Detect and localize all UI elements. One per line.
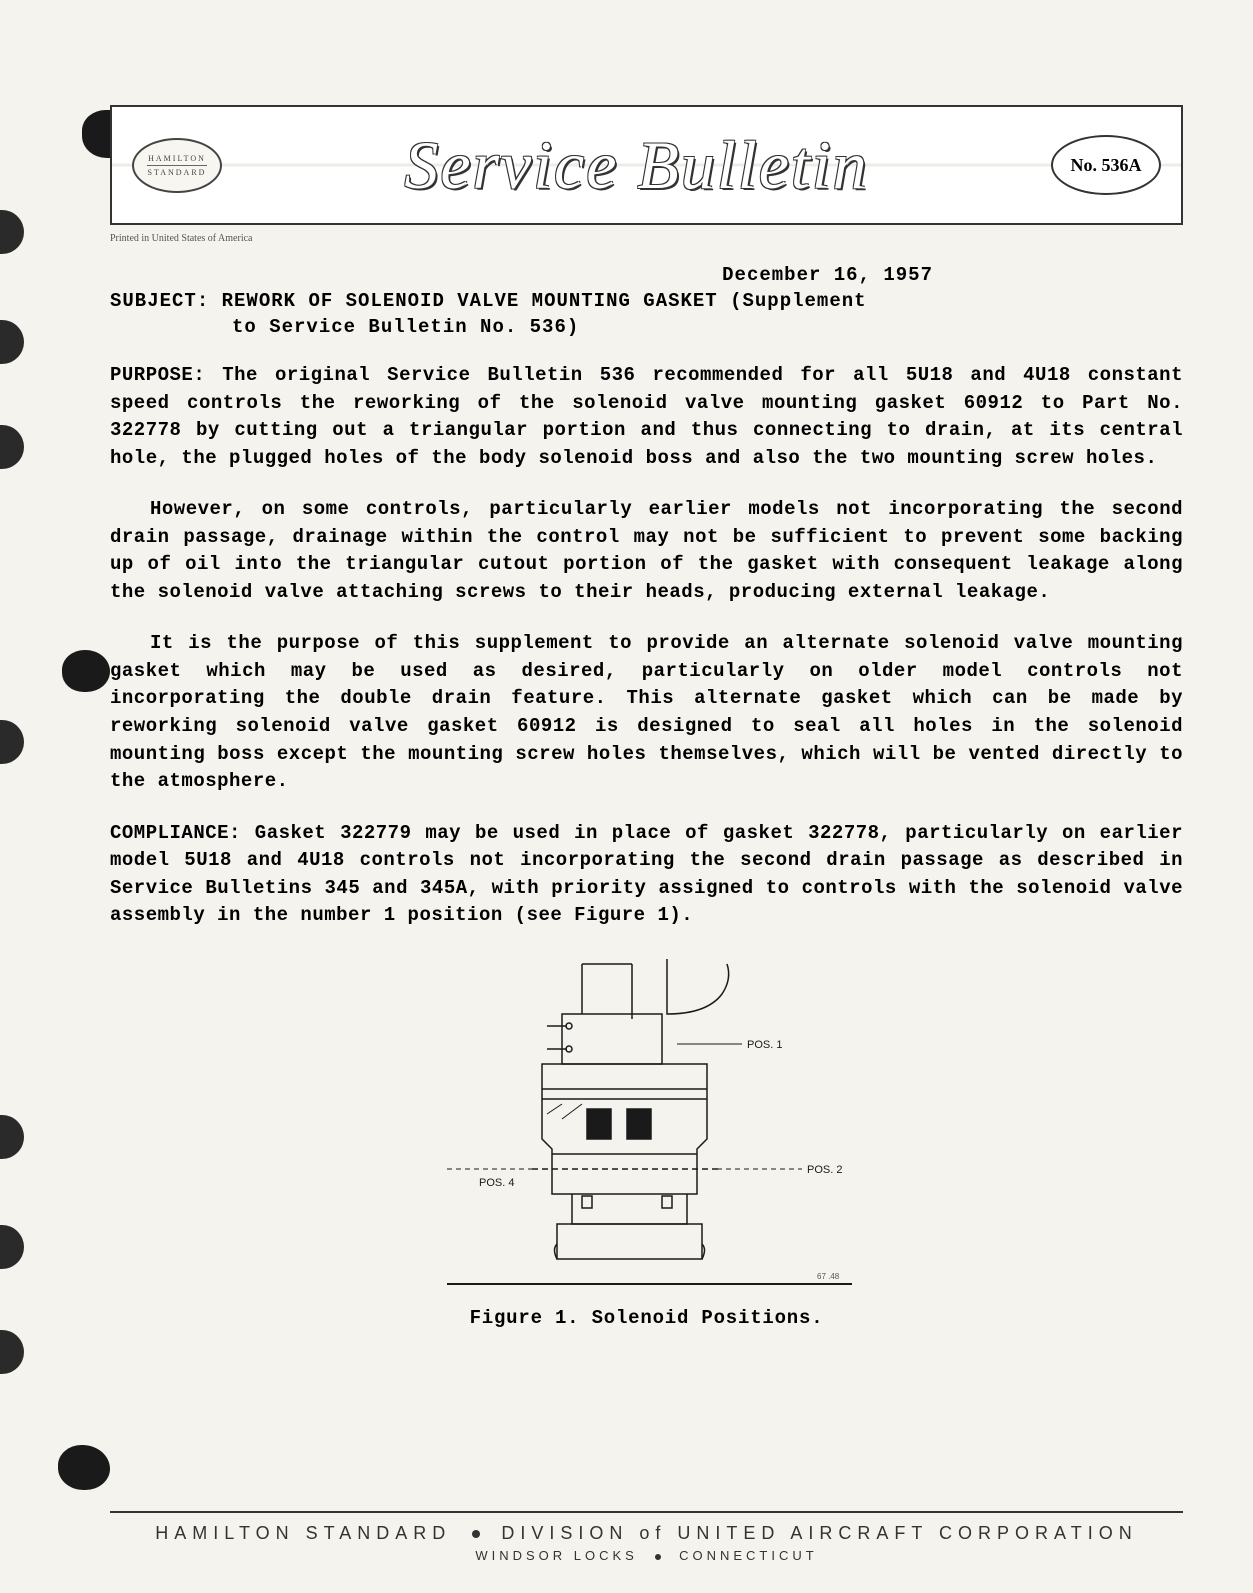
pos4-label: POS. 4: [479, 1177, 514, 1189]
punch-hole: [0, 1225, 24, 1269]
footer-location: WINDSOR LOCKS: [475, 1548, 638, 1563]
punch-hole: [0, 320, 24, 364]
page-footer: HAMILTON STANDARD DIVISION of UNITED AIR…: [110, 1511, 1183, 1563]
subject-line: SUBJECT: REWORK OF SOLENOID VALVE MOUNTI…: [110, 290, 1183, 312]
subject-label: SUBJECT:: [110, 290, 209, 312]
logo-text-bottom: STANDARD: [148, 168, 207, 177]
compliance-paragraph: COMPLIANCE: Gasket 322779 may be used in…: [110, 820, 1183, 930]
logo-text-top: HAMILTON: [148, 154, 206, 163]
footer-location-line: WINDSOR LOCKS CONNECTICUT: [110, 1548, 1183, 1563]
footer-state: CONNECTICUT: [679, 1548, 818, 1563]
figure-1: POS. 1 POS. 2 POS. 4 67 .48 Figure 1. So…: [110, 954, 1183, 1329]
footer-dot-icon: [472, 1530, 480, 1538]
figure-caption: Figure 1. Solenoid Positions.: [110, 1307, 1183, 1329]
punch-hole: [0, 425, 24, 469]
logo-divider: [147, 165, 207, 166]
punch-hole: [0, 1330, 24, 1374]
footer-dot-icon: [655, 1554, 661, 1560]
purpose-paragraph: PURPOSE: The original Service Bulletin 5…: [110, 362, 1183, 472]
bulletin-title: Service Bulletin: [222, 126, 1051, 205]
print-note: Printed in United States of America: [110, 233, 1183, 244]
footer-company-line: HAMILTON STANDARD DIVISION of UNITED AIR…: [110, 1523, 1183, 1544]
footer-division: DIVISION of UNITED AIRCRAFT CORPORATION: [501, 1523, 1137, 1543]
document-date: December 16, 1957: [110, 264, 1183, 286]
subject-line-2: to Service Bulletin No. 536): [110, 316, 1183, 338]
however-paragraph: However, on some controls, particularly …: [110, 496, 1183, 606]
footer-company: HAMILTON STANDARD: [155, 1523, 451, 1543]
company-logo: HAMILTON STANDARD: [132, 138, 222, 193]
svg-text:67 .48: 67 .48: [817, 1272, 840, 1281]
solenoid-diagram: POS. 1 POS. 2 POS. 4 67 .48: [387, 954, 907, 1294]
bulletin-number: No. 536A: [1051, 135, 1161, 195]
ink-blot-bottom: [58, 1445, 110, 1490]
pos2-label: POS. 2: [807, 1164, 842, 1176]
pos1-label: POS. 1: [747, 1039, 782, 1051]
punch-hole: [0, 1115, 24, 1159]
subject-text-1: REWORK OF SOLENOID VALVE MOUNTING GASKET…: [222, 290, 867, 312]
punch-hole: [0, 720, 24, 764]
header-banner: HAMILTON STANDARD Service Bulletin No. 5…: [110, 105, 1183, 225]
purpose2-paragraph: It is the purpose of this supplement to …: [110, 630, 1183, 795]
punch-hole: [0, 210, 24, 254]
ink-blot-mid: [62, 650, 110, 692]
